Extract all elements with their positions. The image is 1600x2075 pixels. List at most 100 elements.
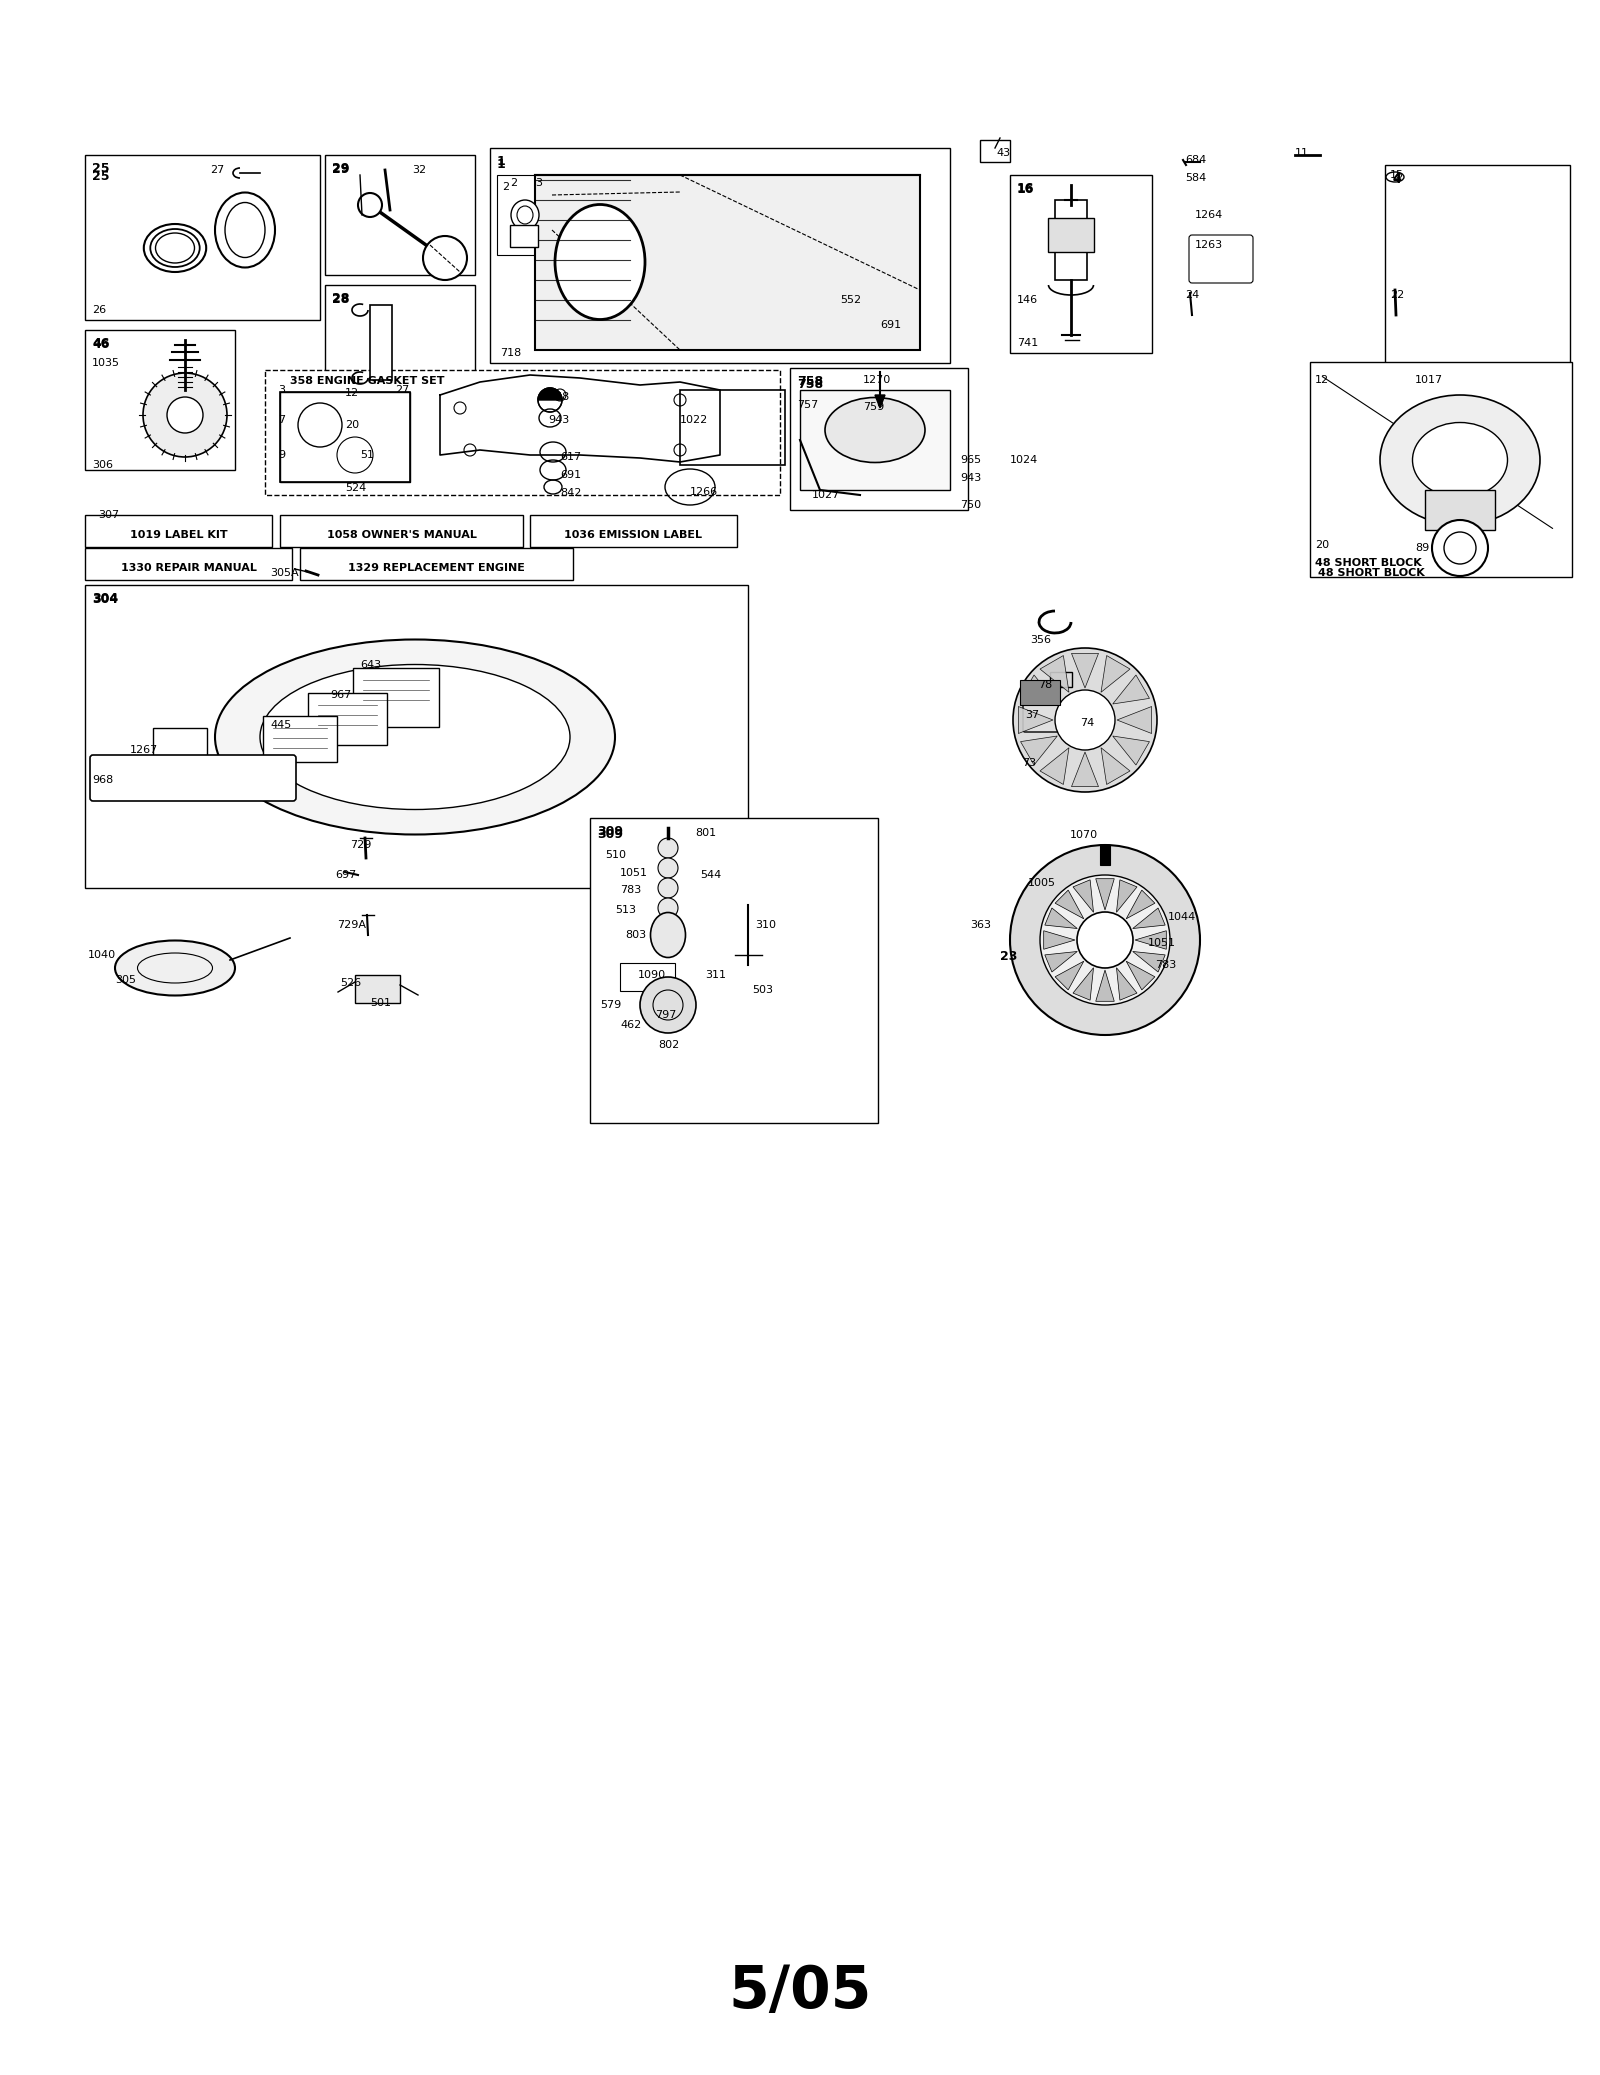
Text: 965: 965 xyxy=(960,454,981,465)
Bar xyxy=(325,156,475,276)
Text: 1044: 1044 xyxy=(1168,913,1197,921)
Polygon shape xyxy=(1074,967,1093,1000)
Text: 27: 27 xyxy=(210,166,224,174)
FancyArrowPatch shape xyxy=(1322,376,1552,529)
Text: 46: 46 xyxy=(93,336,109,351)
Polygon shape xyxy=(1101,747,1130,784)
Bar xyxy=(1050,672,1072,687)
Text: 741: 741 xyxy=(1018,338,1038,349)
Text: 1267: 1267 xyxy=(130,745,158,755)
Bar xyxy=(790,367,968,510)
Ellipse shape xyxy=(651,913,685,957)
Text: 11: 11 xyxy=(1294,147,1309,158)
Text: 1: 1 xyxy=(498,158,506,170)
Text: 16: 16 xyxy=(1018,183,1034,195)
Text: 43: 43 xyxy=(995,147,1010,158)
Text: 1264: 1264 xyxy=(1195,210,1224,220)
Polygon shape xyxy=(1126,890,1155,919)
Bar xyxy=(85,515,272,548)
Text: 868: 868 xyxy=(547,392,570,403)
Bar xyxy=(1426,490,1494,529)
FancyBboxPatch shape xyxy=(262,716,338,762)
Text: 967: 967 xyxy=(330,691,352,699)
Text: 797: 797 xyxy=(654,1011,677,1021)
Text: 15: 15 xyxy=(1390,170,1405,181)
Wedge shape xyxy=(538,388,562,400)
Bar xyxy=(280,392,410,481)
Text: 25: 25 xyxy=(93,170,109,183)
Text: 1019 LABEL KIT: 1019 LABEL KIT xyxy=(130,529,227,540)
Text: 28: 28 xyxy=(333,293,349,305)
Circle shape xyxy=(658,838,678,857)
Text: 1329 REPLACEMENT ENGINE: 1329 REPLACEMENT ENGINE xyxy=(349,562,525,573)
Text: 2: 2 xyxy=(510,178,517,189)
Text: 729A: 729A xyxy=(338,919,366,930)
Text: 5/05: 5/05 xyxy=(728,1963,872,2019)
FancyBboxPatch shape xyxy=(1048,218,1094,251)
Polygon shape xyxy=(1043,932,1075,948)
Text: 801: 801 xyxy=(694,828,717,838)
Text: 22: 22 xyxy=(1390,290,1405,301)
Bar xyxy=(979,139,1010,162)
Text: 25: 25 xyxy=(93,162,109,174)
Text: 1024: 1024 xyxy=(1010,454,1038,465)
Ellipse shape xyxy=(214,193,275,268)
Text: 526: 526 xyxy=(339,977,362,988)
Text: 783: 783 xyxy=(621,886,642,894)
Text: 311: 311 xyxy=(706,969,726,979)
Text: 552: 552 xyxy=(840,295,861,305)
Text: 26: 26 xyxy=(93,305,106,315)
Text: 363: 363 xyxy=(970,919,990,930)
Circle shape xyxy=(1054,691,1115,749)
Bar xyxy=(85,548,291,581)
Text: 48 SHORT BLOCK: 48 SHORT BLOCK xyxy=(1318,569,1424,579)
Polygon shape xyxy=(1040,747,1069,784)
Text: 3: 3 xyxy=(278,386,285,394)
Text: 968: 968 xyxy=(93,774,114,784)
Text: 29: 29 xyxy=(333,162,349,174)
Text: 1005: 1005 xyxy=(1027,878,1056,888)
Bar xyxy=(355,975,400,1002)
Polygon shape xyxy=(1101,656,1130,693)
Bar xyxy=(266,369,781,496)
Text: 1017: 1017 xyxy=(1414,376,1443,386)
Text: 544: 544 xyxy=(701,869,722,880)
Text: 691: 691 xyxy=(560,471,581,479)
Text: 1035: 1035 xyxy=(93,359,120,367)
Circle shape xyxy=(1040,876,1170,1004)
Text: 29: 29 xyxy=(333,164,349,176)
Text: 501: 501 xyxy=(370,998,390,1008)
Circle shape xyxy=(1013,647,1157,793)
Text: 89: 89 xyxy=(1414,544,1429,554)
Text: 729: 729 xyxy=(350,840,371,851)
Bar xyxy=(490,147,950,363)
Bar xyxy=(325,284,475,415)
Text: 697: 697 xyxy=(334,869,357,880)
Text: 718: 718 xyxy=(499,349,522,359)
Text: 305: 305 xyxy=(115,975,136,986)
Text: 74: 74 xyxy=(1080,718,1094,728)
Polygon shape xyxy=(1117,706,1152,732)
Circle shape xyxy=(422,237,467,280)
Text: 358 ENGINE GASKET SET: 358 ENGINE GASKET SET xyxy=(290,376,445,386)
Polygon shape xyxy=(1134,932,1166,948)
Text: 4: 4 xyxy=(1392,172,1400,185)
Polygon shape xyxy=(1021,737,1058,766)
Text: 51: 51 xyxy=(360,450,374,461)
Bar xyxy=(680,390,786,465)
Ellipse shape xyxy=(214,639,614,834)
Text: 1090: 1090 xyxy=(638,969,666,979)
Text: 28: 28 xyxy=(333,293,349,305)
Polygon shape xyxy=(1133,952,1165,971)
Circle shape xyxy=(166,396,203,434)
Bar xyxy=(85,330,235,471)
FancyBboxPatch shape xyxy=(354,668,438,726)
Circle shape xyxy=(1010,845,1200,1035)
Polygon shape xyxy=(1045,909,1077,928)
Polygon shape xyxy=(1096,878,1114,911)
Polygon shape xyxy=(1096,969,1114,1002)
Circle shape xyxy=(658,878,678,898)
Ellipse shape xyxy=(1379,394,1539,525)
FancyBboxPatch shape xyxy=(90,755,296,801)
Polygon shape xyxy=(1054,890,1083,919)
